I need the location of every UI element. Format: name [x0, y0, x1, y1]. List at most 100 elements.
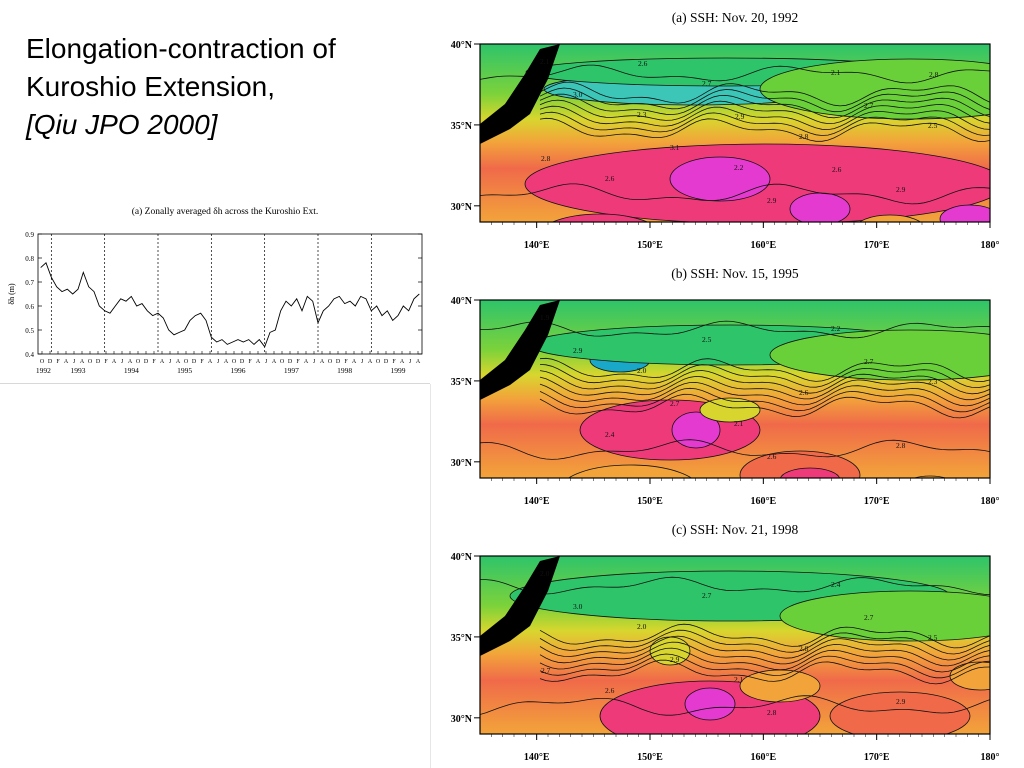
- contour-label: 2.6: [605, 174, 615, 183]
- ssh-contour-line: [480, 320, 990, 339]
- month-tick-label: A: [256, 359, 261, 365]
- timeseries-plot-frame: [37, 233, 423, 355]
- contour-label: 2.7: [864, 613, 874, 622]
- year-tick-label: 1997: [284, 366, 299, 375]
- month-tick-label: O: [40, 359, 45, 365]
- ssh-contour-line: [480, 64, 990, 84]
- contour-label: 2.7: [702, 79, 712, 88]
- contour-label: 2.9: [896, 185, 906, 194]
- ssh-contour-line: [539, 111, 990, 136]
- contour-label: 2.8: [929, 70, 939, 79]
- month-tick-label: A: [272, 359, 277, 365]
- month-tick-label: D: [48, 359, 53, 365]
- contour-label: 2.1: [734, 675, 744, 684]
- contour-label: 2.9: [896, 697, 906, 706]
- x-tick-label: 150°E: [637, 240, 663, 251]
- contour-label: 2.7: [541, 666, 551, 675]
- month-tick-label: A: [128, 359, 133, 365]
- month-tick-label: D: [336, 359, 341, 365]
- ssh-contour-line: [539, 357, 990, 383]
- ssh-anomaly-region: [739, 669, 821, 703]
- year-tick-label: 1992: [36, 366, 51, 375]
- ssh-anomaly-region: [779, 590, 990, 642]
- contour-label: 2.4: [605, 430, 615, 439]
- ssh-anomaly-region: [684, 687, 736, 721]
- month-tick-label: F: [392, 359, 396, 365]
- y-tick-label: 30°N: [451, 714, 473, 725]
- contour-label: 2.7: [864, 357, 874, 366]
- month-tick-label: A: [208, 359, 213, 365]
- contour-label: 2.7: [702, 591, 712, 600]
- contour-label: 2.0: [540, 569, 550, 578]
- ssh-anomaly-region: [939, 204, 990, 222]
- month-tick-label: O: [88, 359, 93, 365]
- map-frame: [479, 299, 991, 479]
- y-tick-label: 40°N: [451, 552, 473, 563]
- ssh-anomaly-region: [789, 192, 851, 222]
- ssh-contour-line: [539, 117, 990, 142]
- ssh-anomaly-region: [671, 411, 721, 449]
- ssh-contour-line: [539, 653, 990, 679]
- year-tick-label: 1996: [231, 366, 246, 375]
- figure-divider-vertical: [430, 384, 431, 768]
- contour-label: 2.6: [832, 165, 842, 174]
- y-tick-label: 40°N: [451, 40, 473, 51]
- ssh-map-1998: (c) SSH: Nov. 21, 1998 2.0 2.0 2.1 2.4 2.5 2.6…: [451, 522, 1000, 763]
- y-tick-label: 0.6: [25, 303, 34, 311]
- month-tick-label: A: [416, 359, 421, 365]
- ssh-contour-line: [539, 387, 990, 413]
- month-tick-label: F: [248, 359, 252, 365]
- month-tick-label: D: [96, 359, 101, 365]
- contour-label: 3.0: [573, 90, 583, 99]
- timeseries-chart: (a) Zonally averaged δh across the Kuros…: [7, 206, 423, 375]
- y-tick-label: 40°N: [451, 296, 473, 307]
- contour-label: 2.9: [735, 112, 745, 121]
- ssh-anomaly-region: [779, 467, 841, 478]
- map-title: (b) SSH: Nov. 15, 1995: [671, 266, 799, 281]
- x-tick-label: 170°E: [864, 752, 890, 763]
- contour-label: 2.8: [767, 708, 777, 717]
- timeseries-ylabel: δh (m): [7, 283, 16, 305]
- month-tick-label: A: [224, 359, 229, 365]
- japan-landmass: [480, 44, 560, 144]
- x-tick-label: 150°E: [637, 752, 663, 763]
- ssh-contour-line: [539, 364, 990, 389]
- contour-label: 2.5: [702, 335, 712, 344]
- year-tick-label: 1994: [124, 366, 139, 375]
- contour-label: 2.4: [831, 580, 841, 589]
- map-frame: [479, 555, 991, 735]
- x-tick-label: 180°: [981, 496, 1000, 507]
- contour-label: 2.3: [637, 110, 647, 119]
- contour-label: 2.2: [831, 324, 841, 333]
- ssh-contour-line: [539, 659, 990, 685]
- contour-label: 2.3: [928, 377, 938, 386]
- contour-label: 3.0: [573, 602, 583, 611]
- y-tick-label: 0.4: [25, 351, 34, 359]
- ssh-contour-line: [539, 105, 990, 131]
- year-tick-label: 1993: [71, 366, 86, 375]
- ssh-contour-line: [539, 370, 990, 395]
- contour-label: 2.7: [864, 101, 874, 110]
- contour-label: 2.1: [734, 419, 744, 428]
- y-tick-label: 0.5: [25, 327, 34, 335]
- title-line-2: Kuroshio Extension,: [26, 71, 276, 102]
- map-frame: [479, 43, 991, 223]
- x-tick-label: 160°E: [750, 240, 776, 251]
- month-tick-label: D: [384, 359, 389, 365]
- month-tick-label: D: [240, 359, 245, 365]
- ssh-anomaly-region: [859, 214, 921, 222]
- ssh-contour-line: [539, 375, 990, 401]
- x-tick-label: 140°E: [524, 496, 550, 507]
- ssh-map-1995: (b) SSH: Nov. 15, 1995 1.9 2.0 2.1 2.2 2.3 2.4…: [451, 266, 1000, 507]
- y-tick-label: 0.8: [25, 255, 34, 263]
- contour-label: 1.9: [540, 313, 550, 322]
- ssh-anomaly-region: [551, 213, 649, 222]
- contour-label: 2.9: [670, 655, 680, 664]
- y-tick-label: 35°N: [451, 121, 473, 132]
- month-tick-label: O: [376, 359, 381, 365]
- ssh-contour-line: [539, 623, 990, 649]
- x-tick-label: 170°E: [864, 240, 890, 251]
- month-tick-label: A: [320, 359, 325, 365]
- year-tick-label: 1995: [177, 366, 192, 375]
- y-tick-label: 30°N: [451, 202, 473, 213]
